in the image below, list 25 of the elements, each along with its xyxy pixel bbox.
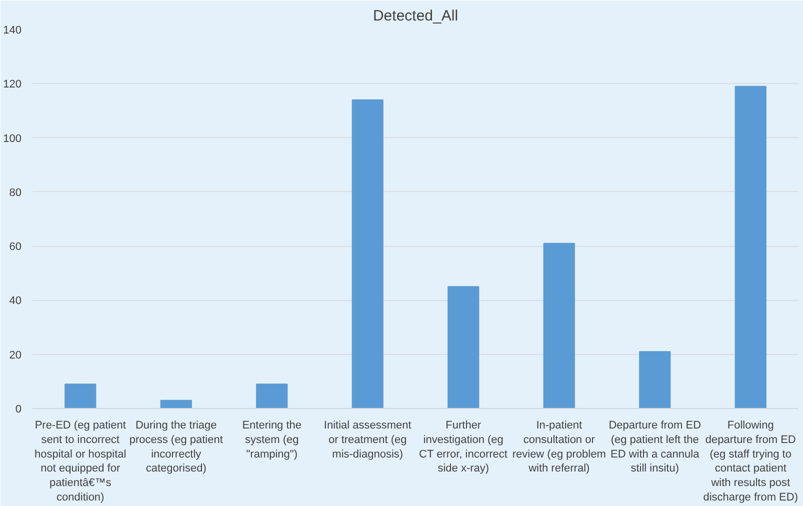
bar (734, 86, 766, 408)
y-tick-label: 80 (9, 186, 22, 199)
bar (639, 351, 671, 408)
x-tick-label: Further investigation (eg CT error, incorrect side x-ray) (419, 420, 508, 475)
y-tick-label: 20 (9, 349, 22, 362)
x-tick-label: During the triage process (eg patient incorrectly categorised) (129, 420, 223, 475)
y-tick-label: 40 (9, 295, 22, 308)
x-tick-label: Pre-ED (eg patient sent to incorrect hospital or hospital not equipped for patientâ€™s condition) (34, 420, 126, 504)
y-tick-label: 60 (9, 241, 22, 254)
bar (64, 384, 96, 408)
bar (352, 99, 384, 408)
chart-title: Detected_All (372, 8, 458, 24)
x-tick-label: Departure from ED (eg patient left the ED with a cannula still insitu) (608, 420, 702, 475)
bar (256, 384, 288, 408)
x-tick-label: Following departure from ED (eg staff trying to contact patient with results post discharge from ED) (703, 420, 798, 504)
y-tick-label: 120 (3, 78, 22, 91)
x-tick-label: Initial assessment or treatment (eg mis-diagnosis) (324, 420, 412, 460)
y-tick-label: 140 (3, 24, 22, 36)
y-tick-label: 0 (15, 404, 22, 416)
x-tick-label: In-patient consultation or review (eg problem with referral) (512, 420, 606, 475)
y-tick-label: 100 (3, 132, 22, 145)
bar (160, 400, 192, 408)
x-tick-label: Entering the system (eg "ramping") (242, 420, 302, 460)
bar (448, 286, 480, 408)
bar (543, 242, 575, 408)
